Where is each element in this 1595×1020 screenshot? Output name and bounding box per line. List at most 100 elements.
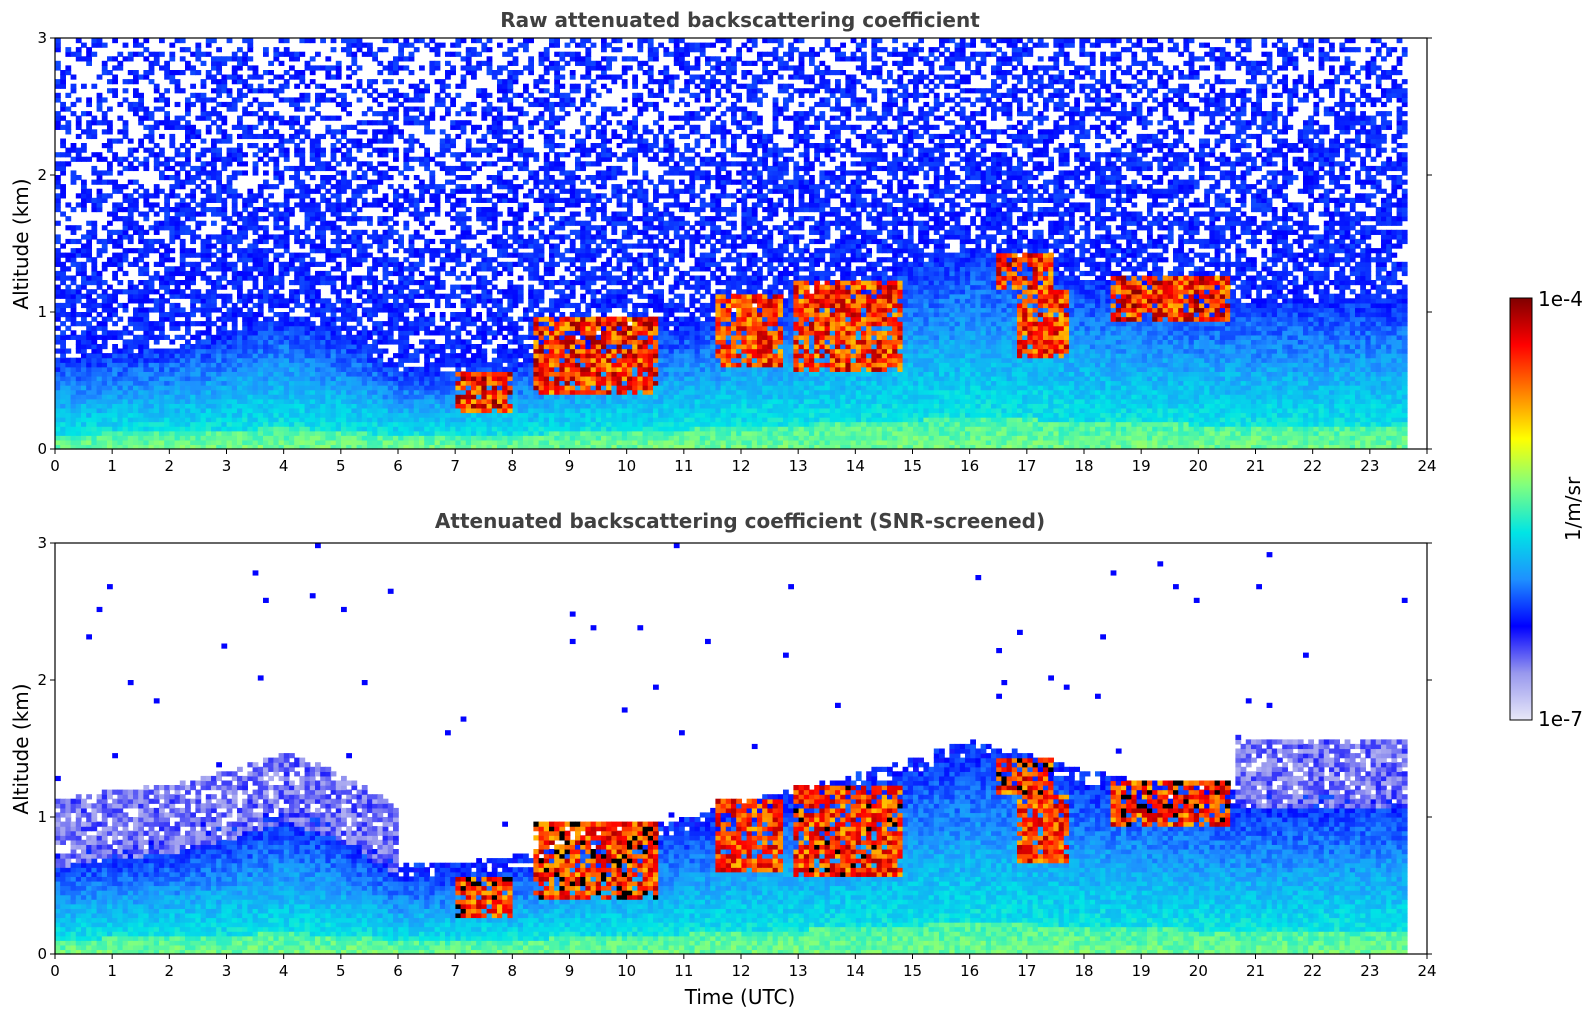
heatmap-cell <box>112 307 118 312</box>
heatmap-cell <box>143 189 149 194</box>
heatmap-cell <box>180 271 186 276</box>
heatmap-cell <box>247 371 253 376</box>
heatmap-cell <box>180 358 186 363</box>
heatmap-cell <box>351 435 357 440</box>
heatmap-cell <box>388 111 394 116</box>
heatmap-cell <box>325 381 331 386</box>
heatmap-cell <box>242 394 248 399</box>
heatmap-cell <box>258 426 264 431</box>
heatmap-cell <box>86 303 92 308</box>
heatmap-cell <box>289 193 295 198</box>
heatmap-cell <box>429 431 435 436</box>
heatmap-cell <box>310 202 316 207</box>
heatmap-cell <box>461 248 467 253</box>
heatmap-cell <box>55 289 61 294</box>
heatmap-cell <box>445 294 451 299</box>
heatmap-cell <box>414 198 420 203</box>
heatmap-cell <box>97 353 103 358</box>
heatmap-cell <box>450 431 456 436</box>
heatmap-cell <box>346 289 352 294</box>
heatmap-cell <box>331 65 337 70</box>
heatmap-cell <box>419 38 425 43</box>
heatmap-cell <box>367 422 373 427</box>
heatmap-cell <box>123 330 129 335</box>
heatmap-cell <box>154 339 160 344</box>
heatmap-cell <box>325 116 331 121</box>
heatmap-cell <box>97 394 103 399</box>
heatmap-cell <box>81 244 87 249</box>
heatmap-cell <box>253 403 259 408</box>
heatmap-cell <box>107 426 113 431</box>
heatmap-cell <box>341 230 347 235</box>
heatmap-cell <box>107 148 113 153</box>
heatmap-cell <box>331 239 337 244</box>
heatmap-cell <box>258 193 264 198</box>
heatmap-cell <box>133 257 139 262</box>
heatmap-cell <box>164 65 170 70</box>
heatmap-cell <box>258 157 264 162</box>
heatmap-cell <box>169 75 175 80</box>
heatmap-cell <box>76 335 82 340</box>
heatmap-cell <box>305 339 311 344</box>
heatmap-cell <box>242 61 248 66</box>
heatmap-cell <box>429 408 435 413</box>
heatmap-cell <box>471 102 477 107</box>
heatmap-cell <box>123 417 129 422</box>
heatmap-cell <box>403 381 409 386</box>
heatmap-cell <box>284 312 290 317</box>
heatmap-cell <box>149 353 155 358</box>
heatmap-cell <box>164 253 170 258</box>
heatmap-cell <box>398 440 404 445</box>
heatmap-cell <box>492 298 498 303</box>
heatmap-cell <box>112 271 118 276</box>
heatmap-cell <box>284 79 290 84</box>
heatmap-cell <box>419 417 425 422</box>
heatmap-cell <box>232 371 238 376</box>
heatmap-cell <box>60 362 66 367</box>
heatmap-cell <box>60 170 66 175</box>
heatmap-cell <box>372 403 378 408</box>
heatmap-cell <box>461 381 467 386</box>
heatmap-cell <box>201 376 207 381</box>
heatmap-cell <box>440 330 446 335</box>
heatmap-cell <box>195 381 201 386</box>
heatmap-cell <box>492 403 498 408</box>
heatmap-cell <box>55 394 61 399</box>
heatmap-cell <box>102 116 108 121</box>
heatmap-cell <box>320 193 326 198</box>
heatmap-cell <box>419 385 425 390</box>
heatmap-cell <box>81 440 87 445</box>
heatmap-cell <box>429 198 435 203</box>
heatmap-cell <box>476 403 482 408</box>
heatmap-cell <box>221 403 227 408</box>
heatmap-cell <box>232 148 238 153</box>
heatmap-cell <box>487 417 493 422</box>
heatmap-cell <box>273 289 279 294</box>
heatmap-cell <box>383 93 389 98</box>
heatmap-cell <box>310 198 316 203</box>
heatmap-cell <box>455 216 461 221</box>
heatmap-cell <box>393 376 399 381</box>
heatmap-cell <box>388 376 394 381</box>
heatmap-cell <box>216 390 222 395</box>
heatmap-cell <box>232 317 238 322</box>
heatmap-cell <box>247 399 253 404</box>
heatmap-cell <box>221 139 227 144</box>
heatmap-cell <box>169 362 175 367</box>
heatmap-cell <box>263 285 269 290</box>
heatmap-cell <box>60 307 66 312</box>
heatmap-cell <box>383 38 389 43</box>
heatmap-cell <box>466 339 472 344</box>
heatmap-cell <box>481 139 487 144</box>
heatmap-cell <box>164 312 170 317</box>
heatmap-cell <box>232 125 238 130</box>
heatmap-cell <box>450 426 456 431</box>
heatmap-cell <box>169 230 175 235</box>
heatmap-cell <box>331 413 337 418</box>
heatmap-cell <box>320 335 326 340</box>
heatmap-cell <box>289 326 295 331</box>
heatmap-cell <box>247 276 253 281</box>
heatmap-cell <box>351 399 357 404</box>
heatmap-cell <box>112 276 118 281</box>
heatmap-cell <box>294 344 300 349</box>
